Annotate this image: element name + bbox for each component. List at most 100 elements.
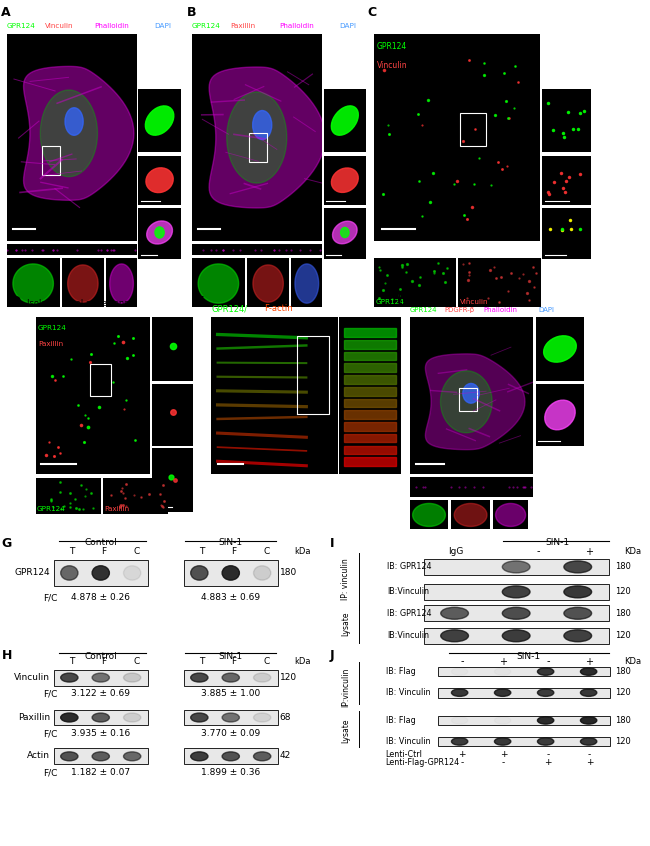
Text: 180: 180: [615, 716, 630, 725]
Text: F/C: F/C: [43, 729, 58, 739]
Ellipse shape: [441, 607, 469, 619]
Polygon shape: [295, 264, 318, 303]
Text: Lysate: Lysate: [341, 719, 350, 744]
Ellipse shape: [92, 673, 109, 682]
Polygon shape: [425, 354, 525, 450]
Ellipse shape: [222, 713, 239, 722]
Ellipse shape: [502, 586, 530, 598]
Ellipse shape: [60, 673, 78, 682]
Ellipse shape: [502, 629, 530, 642]
Text: C: C: [367, 6, 376, 19]
Ellipse shape: [538, 738, 554, 745]
Text: IB: GPR124: IB: GPR124: [387, 609, 432, 618]
Text: 68: 68: [280, 712, 291, 722]
Text: Actin: Actin: [27, 751, 51, 761]
Bar: [249, 134, 267, 162]
Ellipse shape: [254, 673, 271, 682]
Bar: [424, 584, 608, 600]
Ellipse shape: [441, 629, 469, 642]
Ellipse shape: [564, 586, 592, 598]
Text: H: H: [1, 650, 12, 662]
Text: T: T: [199, 656, 204, 666]
Ellipse shape: [222, 752, 239, 761]
Text: +: +: [586, 758, 593, 767]
Bar: [459, 387, 477, 411]
Text: GPR124: GPR124: [377, 42, 408, 51]
Ellipse shape: [332, 106, 358, 135]
Text: /: /: [478, 307, 481, 313]
Polygon shape: [209, 67, 325, 208]
Ellipse shape: [124, 713, 141, 722]
Ellipse shape: [538, 689, 554, 696]
Text: Paxillin: Paxillin: [104, 506, 129, 512]
Text: Paxillin: Paxillin: [18, 712, 51, 722]
Polygon shape: [110, 264, 133, 303]
Text: /: /: [148, 23, 151, 29]
Text: DAPI: DAPI: [538, 307, 554, 313]
Text: KDa: KDa: [625, 656, 642, 666]
Text: 3.770 ± 0.09: 3.770 ± 0.09: [201, 729, 261, 739]
Text: 120: 120: [615, 737, 630, 746]
Polygon shape: [344, 410, 396, 419]
Bar: [183, 669, 278, 685]
Text: SIN-1: SIN-1: [545, 538, 569, 547]
Text: -: -: [502, 758, 505, 767]
Text: /: /: [39, 23, 42, 29]
Text: -: -: [588, 750, 591, 759]
Text: 4.883 ± 0.69: 4.883 ± 0.69: [202, 593, 260, 602]
Polygon shape: [68, 265, 98, 302]
Text: IB: GPR124: IB: GPR124: [387, 563, 432, 571]
Ellipse shape: [124, 566, 141, 580]
Polygon shape: [441, 371, 492, 433]
Text: /: /: [533, 307, 536, 313]
Ellipse shape: [155, 227, 164, 238]
Text: /: /: [88, 23, 91, 29]
Bar: [53, 560, 148, 585]
Text: A: A: [1, 6, 11, 19]
Text: GPR124: GPR124: [6, 23, 35, 29]
Ellipse shape: [190, 713, 208, 722]
Text: Phalloidin: Phalloidin: [94, 23, 129, 29]
Text: IB: Flag: IB: Flag: [385, 667, 415, 676]
Text: +: +: [544, 758, 552, 767]
Ellipse shape: [253, 111, 272, 140]
Ellipse shape: [254, 752, 271, 761]
Text: 3.885 ± 1.00: 3.885 ± 1.00: [201, 689, 261, 698]
Polygon shape: [344, 434, 396, 442]
Text: SIN-1: SIN-1: [218, 538, 243, 547]
Text: Lenti-Ctrl: Lenti-Ctrl: [385, 750, 422, 759]
Text: D: D: [10, 295, 21, 308]
Bar: [53, 669, 148, 685]
Bar: [183, 560, 278, 585]
Text: I: I: [330, 536, 334, 550]
Text: 3.122 ± 0.69: 3.122 ± 0.69: [72, 689, 130, 698]
Text: kDa: kDa: [294, 547, 311, 556]
Ellipse shape: [452, 738, 468, 745]
Text: GPR124: GPR124: [37, 506, 66, 512]
Text: F: F: [397, 294, 406, 306]
Text: 120: 120: [615, 631, 630, 640]
Ellipse shape: [495, 738, 511, 745]
Text: E: E: [196, 295, 205, 308]
Text: C: C: [263, 547, 270, 556]
Text: 180: 180: [615, 667, 630, 676]
Ellipse shape: [222, 673, 239, 682]
Text: IB: Vinculin: IB: Vinculin: [385, 688, 430, 697]
Text: kDa: kDa: [294, 656, 311, 666]
Text: IgG: IgG: [448, 547, 463, 556]
Text: Vinculin: Vinculin: [460, 299, 488, 305]
Text: T: T: [69, 656, 74, 666]
Polygon shape: [454, 503, 487, 526]
Text: GPR124: GPR124: [376, 299, 404, 305]
Ellipse shape: [341, 228, 349, 238]
Text: Phalloidin: Phalloidin: [279, 23, 314, 29]
Polygon shape: [344, 364, 396, 372]
Polygon shape: [344, 328, 396, 337]
Text: Control: Control: [84, 651, 117, 661]
Polygon shape: [413, 503, 445, 526]
Bar: [438, 667, 610, 677]
Ellipse shape: [190, 673, 208, 682]
Polygon shape: [344, 446, 396, 454]
Bar: [424, 559, 608, 574]
Text: -: -: [547, 750, 550, 759]
